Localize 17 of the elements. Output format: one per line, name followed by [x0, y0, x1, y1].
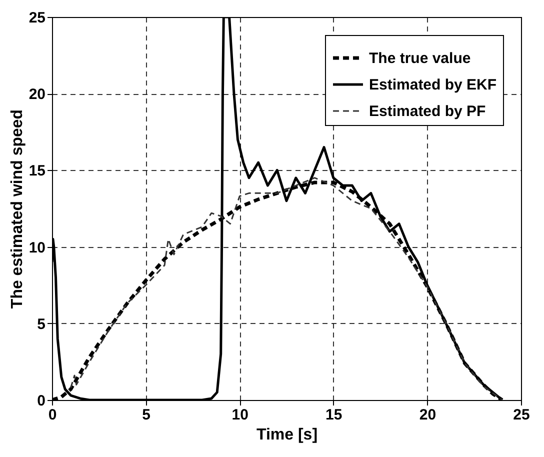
legend-label: Estimated by EKF	[369, 76, 497, 94]
y-tick-label: 20	[28, 86, 46, 104]
x-tick-label: 15	[326, 406, 342, 424]
y-tick-label: 10	[28, 239, 46, 256]
legend-label: Estimated by PF	[369, 103, 486, 120]
x-tick-label: 10	[232, 406, 248, 424]
y-tick-label: 0	[37, 392, 46, 410]
x-tick-label: 25	[513, 406, 530, 424]
y-tick-label: 5	[37, 316, 46, 333]
y-axis-title: The estimated wind speed	[8, 109, 26, 309]
y-tick-label: 25	[28, 10, 46, 26]
y-tick-label: 15	[28, 162, 46, 180]
x-tick-label: 5	[142, 406, 150, 424]
legend-label: The true value	[369, 50, 471, 67]
x-tick-label: 0	[48, 406, 57, 424]
x-tick-label: 20	[419, 406, 436, 424]
x-axis-title: Time [s]	[256, 426, 318, 444]
